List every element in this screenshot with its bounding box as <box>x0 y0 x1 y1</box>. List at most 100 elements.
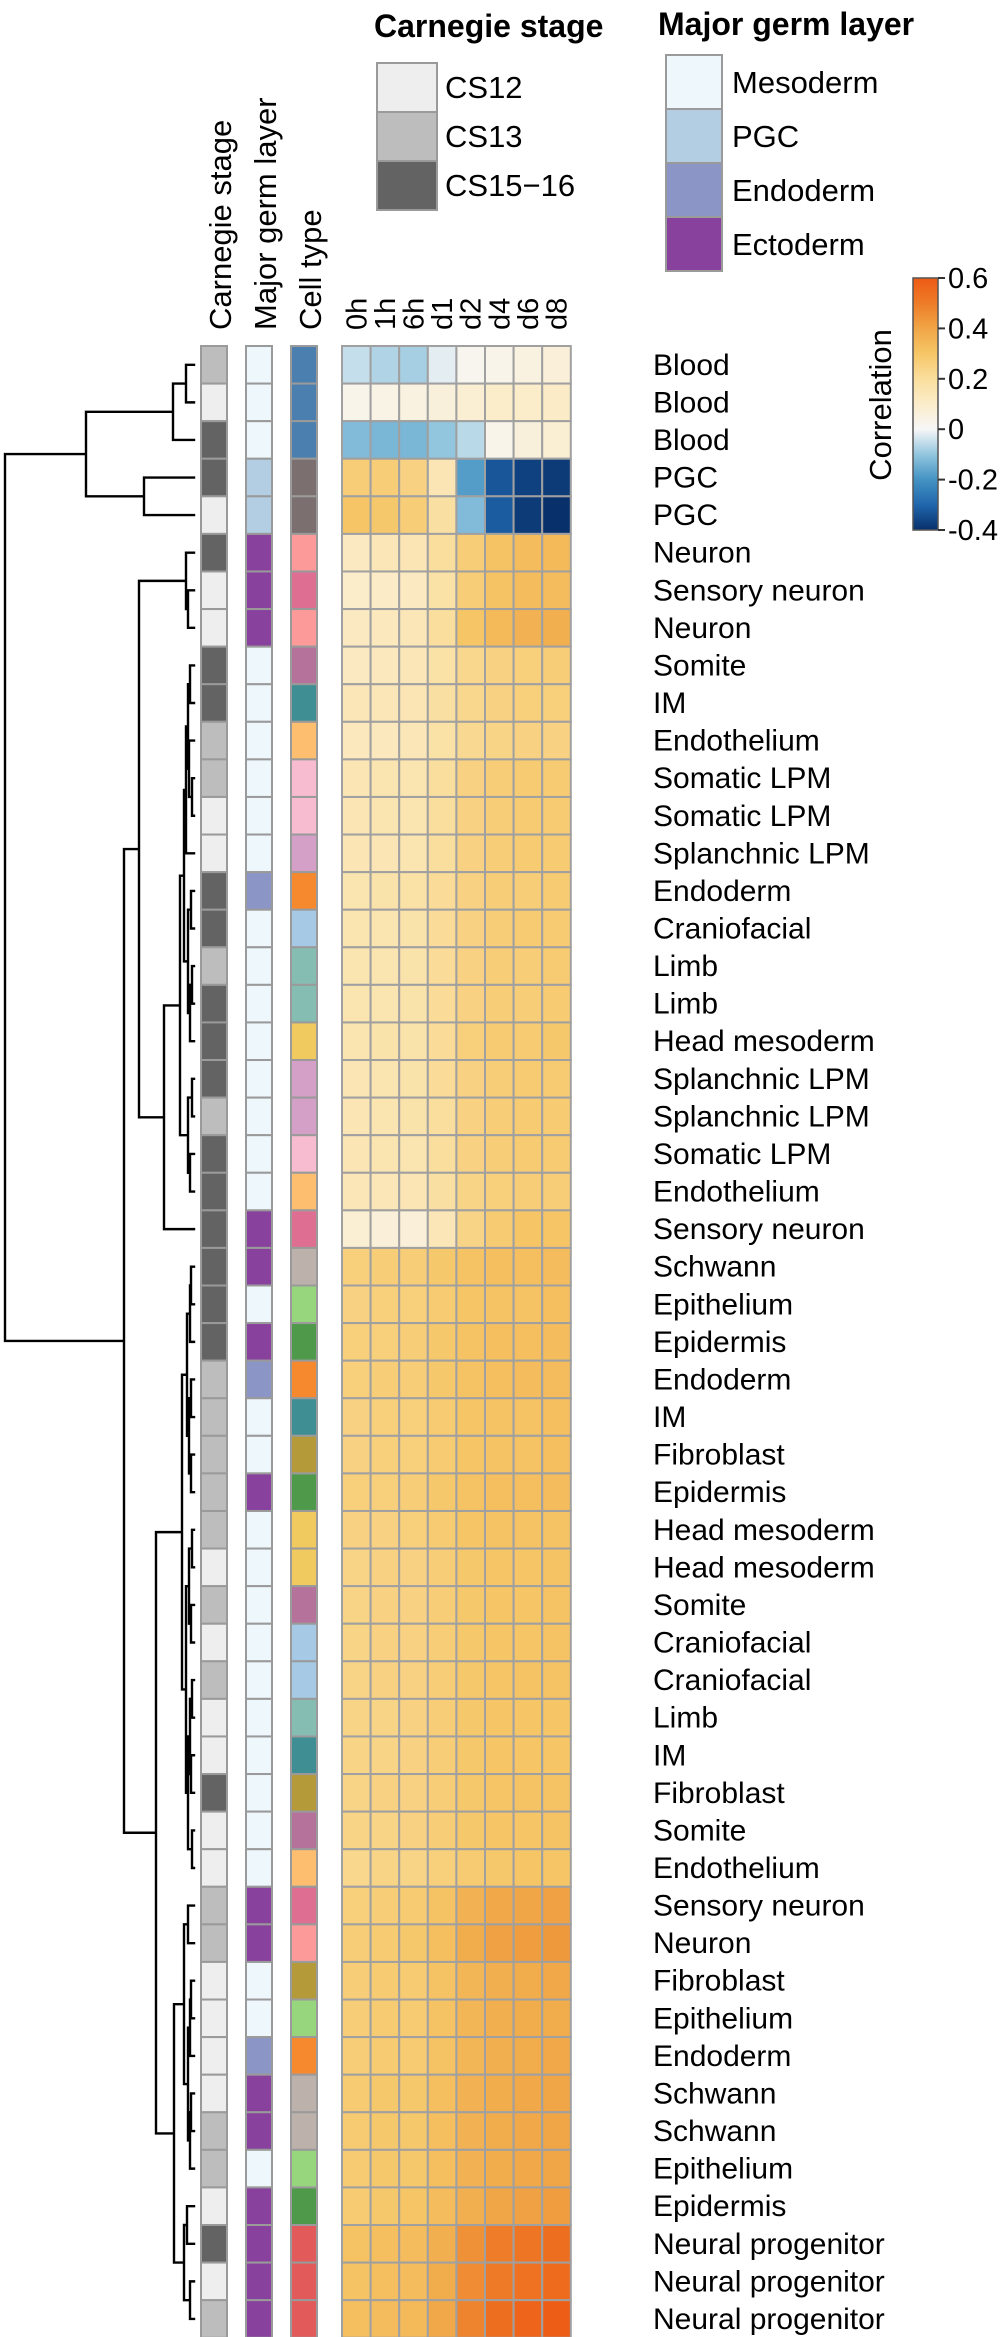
annotation-celltype-cell <box>290 1096 318 1137</box>
legend-stage-swatch <box>376 111 438 162</box>
annotation-celltype-cell <box>290 1735 318 1776</box>
heatmap-cell <box>541 1885 572 1926</box>
annotation-stage-cell <box>200 570 228 611</box>
heatmap-cell <box>369 2148 401 2189</box>
heatmap-cell <box>484 1359 515 1400</box>
heatmap-cell <box>426 1397 458 1437</box>
heatmap-cell <box>512 683 544 723</box>
heatmap-cell <box>369 1059 401 1099</box>
heatmap-cell <box>541 570 572 611</box>
heatmap-cell <box>455 2148 486 2189</box>
heatmap-cell <box>398 1472 429 1512</box>
annotation-layer-cell <box>245 1773 273 1813</box>
heatmap-cell <box>341 2036 372 2076</box>
heatmap-cell <box>541 2111 572 2151</box>
annotation-stage-cell <box>200 1810 228 1851</box>
heatmap-cell <box>455 1021 486 1062</box>
heatmap-cell <box>341 758 372 798</box>
heatmap-cell <box>512 1397 544 1437</box>
row-label: Somite <box>653 1589 746 1622</box>
annotation-celltype-cell <box>290 1848 318 1888</box>
heatmap-cell <box>512 2036 544 2076</box>
heatmap-cell <box>398 908 429 949</box>
heatmap-cell <box>398 2036 429 2076</box>
heatmap-cell <box>369 1923 401 1963</box>
heatmap-cell <box>512 1697 544 1738</box>
heatmap-cell <box>512 1434 544 1475</box>
heatmap-cell <box>369 1735 401 1776</box>
annotation-layer-cell <box>245 1284 273 1325</box>
heatmap-cell <box>455 1810 486 1851</box>
legend-correlation-title: Correlation <box>863 329 898 481</box>
heatmap-cell <box>341 1622 372 1663</box>
heatmap-cell <box>341 795 372 836</box>
heatmap-cell <box>541 683 572 723</box>
annotation-layer-cell <box>245 1848 273 1888</box>
heatmap-cell <box>341 2299 372 2337</box>
annotation-celltype-cell <box>290 1810 318 1851</box>
heatmap-cell <box>341 1810 372 1851</box>
row-label: Sensory neuron <box>653 1890 865 1923</box>
heatmap-cell <box>512 608 544 648</box>
heatmap-cell <box>341 2186 372 2226</box>
heatmap-cell <box>455 420 486 460</box>
annotation-stage-cell <box>200 645 228 686</box>
heatmap-cell <box>484 908 515 949</box>
heatmap-cell <box>541 420 572 460</box>
heatmap-cell <box>512 1359 544 1400</box>
heatmap-cell <box>426 457 458 498</box>
row-label: Neuron <box>653 1927 751 1960</box>
heatmap-cell <box>484 1209 515 1249</box>
heatmap-cell <box>541 1134 572 1174</box>
heatmap-cell <box>541 1585 572 1625</box>
heatmap-cell <box>512 1472 544 1512</box>
heatmap-cell <box>541 908 572 949</box>
heatmap-cell <box>341 345 372 385</box>
heatmap-cell <box>484 683 515 723</box>
heatmap-cell <box>369 2261 401 2302</box>
heatmap-cell <box>341 871 372 911</box>
row-label: Somite <box>653 649 746 682</box>
heatmap-cell <box>484 2224 515 2264</box>
heatmap-cell <box>541 1434 572 1475</box>
heatmap-cell <box>541 871 572 911</box>
heatmap-cell <box>541 1810 572 1851</box>
annotation-celltype-cell <box>290 1998 318 2039</box>
heatmap-cell <box>341 2224 372 2264</box>
annotation-celltype-cell <box>290 457 318 498</box>
heatmap-cell <box>341 1021 372 1062</box>
heatmap-cell <box>484 645 515 686</box>
heatmap-cell <box>369 2111 401 2151</box>
heatmap-cell <box>341 1284 372 1325</box>
heatmap-cell <box>484 720 515 761</box>
heatmap-cell <box>369 457 401 498</box>
heatmap-cell <box>369 1171 401 1212</box>
annotation-stage-cell <box>200 2299 228 2337</box>
heatmap-cell <box>341 645 372 686</box>
heatmap-cell <box>541 1397 572 1437</box>
row-label: Epidermis <box>653 1476 786 1509</box>
heatmap-cell <box>426 495 458 535</box>
heatmap-cell <box>426 1284 458 1325</box>
heatmap-cell <box>512 1547 544 1588</box>
row-label: Epidermis <box>653 1326 786 1359</box>
heatmap-cell <box>455 720 486 761</box>
heatmap-cell <box>426 1773 458 1813</box>
heatmap-cell <box>541 1735 572 1776</box>
heatmap-cell <box>341 2073 372 2114</box>
heatmap-cell <box>455 1697 486 1738</box>
heatmap-cell <box>512 345 544 385</box>
heatmap-cell <box>369 495 401 535</box>
heatmap-cell <box>398 871 429 911</box>
heatmap-cell <box>369 1960 401 2001</box>
heatmap-cell <box>541 457 572 498</box>
heatmap-cell <box>541 1246 572 1287</box>
heatmap-cell <box>341 1885 372 1926</box>
annotation-celltype-cell <box>290 1059 318 1099</box>
heatmap-cell <box>398 1848 429 1888</box>
annotation-layer-cell <box>245 1998 273 2039</box>
heatmap-cell <box>341 1998 372 2039</box>
heatmap-cell <box>512 570 544 611</box>
annotation-celltype-cell <box>290 720 318 761</box>
heatmap-cell <box>398 1021 429 1062</box>
